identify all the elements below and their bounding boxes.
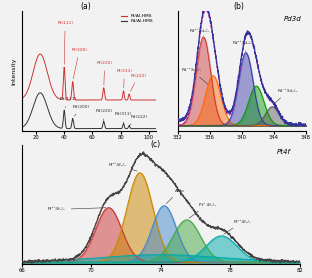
Legend: Pt/Al-HMS, Pd/Al-HMS: Pt/Al-HMS, Pd/Al-HMS xyxy=(120,13,154,24)
Text: Pt(222): Pt(222) xyxy=(130,73,147,91)
Text: Pd(200): Pd(200) xyxy=(73,105,90,116)
Text: Pt⁰ 4f₅/₂: Pt⁰ 4f₅/₂ xyxy=(189,203,216,218)
Y-axis label: Intensity: Intensity xyxy=(11,57,16,85)
Text: Pd(220): Pd(220) xyxy=(95,109,112,121)
Text: Pd⁻²3d₃/₂: Pd⁻²3d₃/₂ xyxy=(274,89,298,104)
Text: Pt4f: Pt4f xyxy=(277,149,291,155)
Text: Pt(220): Pt(220) xyxy=(97,61,113,85)
Text: Pd(222): Pd(222) xyxy=(129,115,148,126)
Text: (c): (c) xyxy=(150,140,160,149)
Text: Al2p: Al2p xyxy=(166,188,184,204)
Text: Pd²⁺3d₃/₂: Pd²⁺3d₃/₂ xyxy=(232,41,252,52)
Text: Pd²⁺3d₅/₂: Pd²⁺3d₅/₂ xyxy=(190,29,210,36)
Text: Pd3d: Pd3d xyxy=(284,16,302,22)
X-axis label: 2θ, deg: 2θ, deg xyxy=(77,145,101,150)
Text: (a): (a) xyxy=(81,2,92,11)
Text: Pt²⁺4f₇/₂: Pt²⁺4f₇/₂ xyxy=(48,207,106,212)
Text: Pd⁻²3d₅/₂: Pd⁻²3d₅/₂ xyxy=(182,68,208,84)
Text: Pt²⁺4f₃/₂: Pt²⁺4f₃/₂ xyxy=(224,220,251,234)
Text: Pt(200): Pt(200) xyxy=(71,48,87,79)
Text: (b): (b) xyxy=(234,2,245,11)
Text: Pd(311): Pd(311) xyxy=(115,112,132,123)
Text: Pt(311): Pt(311) xyxy=(116,70,133,88)
Text: Pd(111): Pd(111) xyxy=(60,97,77,108)
Text: Pt²⁺4f₅/₂: Pt²⁺4f₅/₂ xyxy=(109,163,137,171)
Text: Pt(111): Pt(111) xyxy=(57,21,73,64)
X-axis label: Binding energy, eV: Binding energy, eV xyxy=(212,145,272,150)
